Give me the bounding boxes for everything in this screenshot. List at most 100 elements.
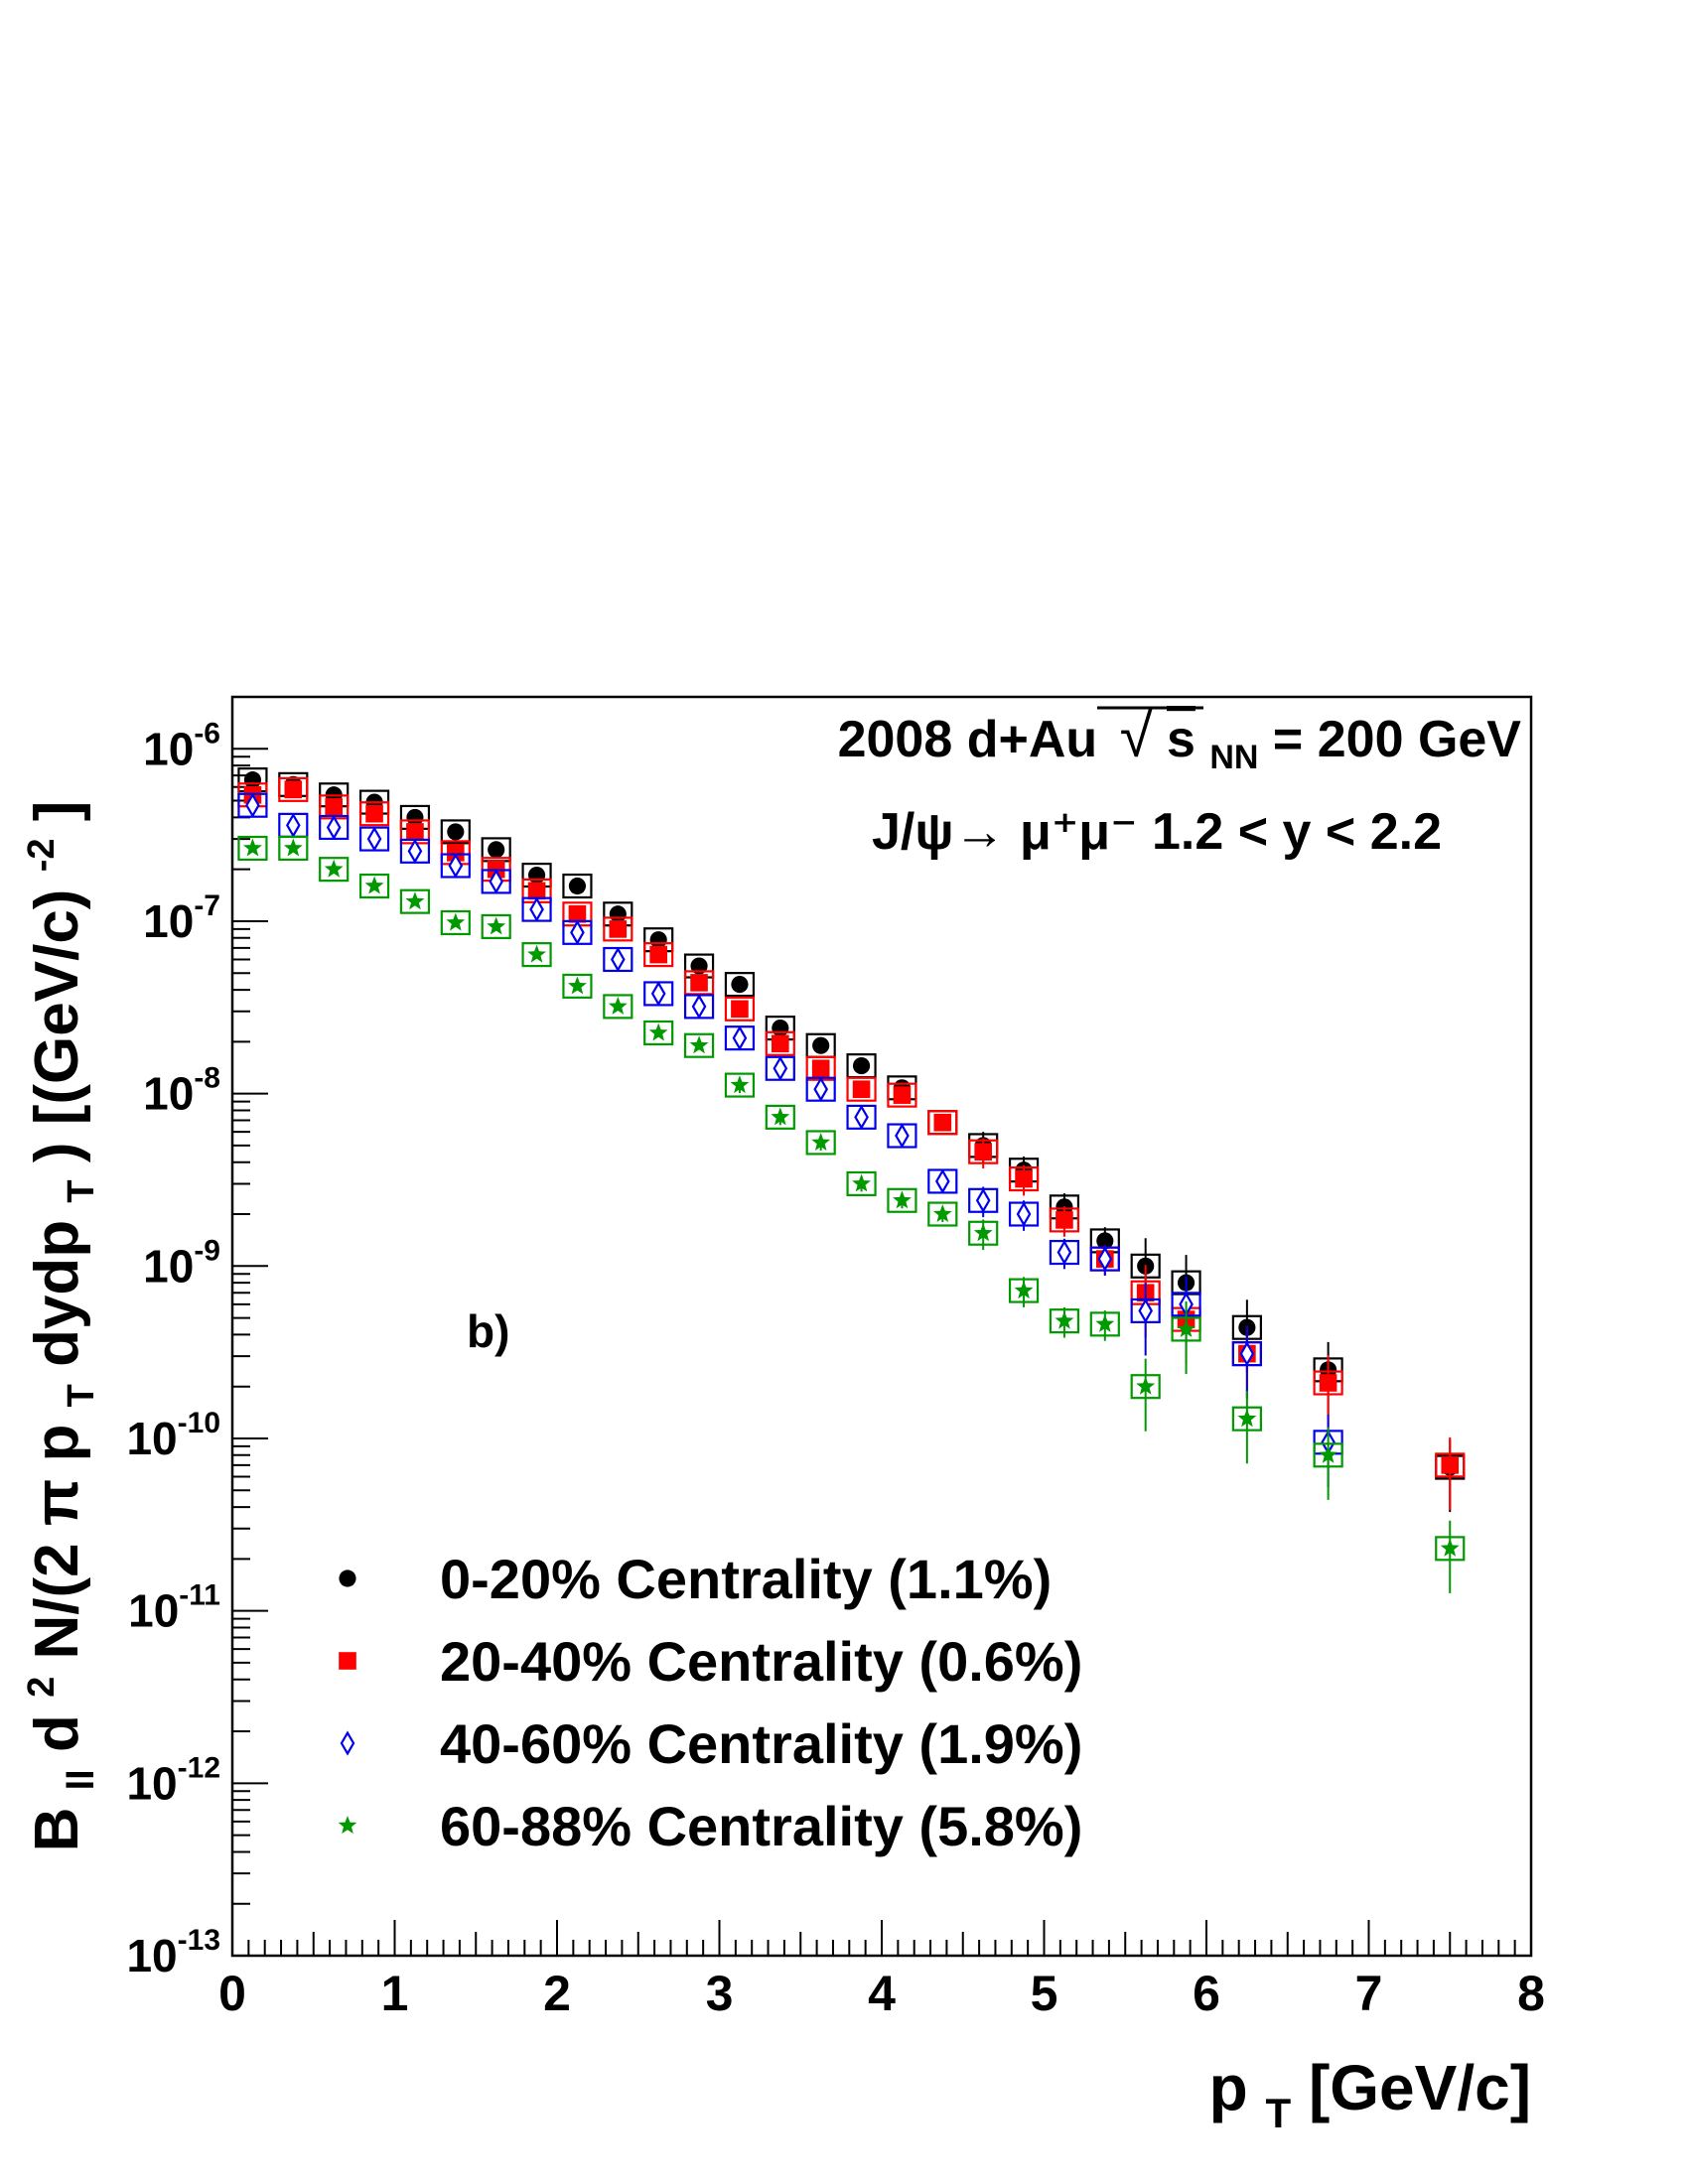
- data-point: [731, 976, 749, 994]
- data-series: [237, 767, 1466, 1593]
- data-point: [772, 1020, 789, 1037]
- data-point: [407, 838, 423, 864]
- y-label-mid2: dydp: [23, 1220, 91, 1367]
- y-tick-label: 10-11: [128, 1579, 220, 1637]
- systematic-box: [765, 1104, 795, 1130]
- y-label-d: d: [23, 1714, 91, 1752]
- x-axis-label: p T [GeV/c]: [1209, 2052, 1531, 2141]
- data-point: [447, 823, 465, 841]
- legend-label: 20-40% Centrality (0.6%): [440, 1630, 1082, 1693]
- systematic-box: [399, 888, 431, 914]
- y-axis-label: B ll d 2 N/(2 π p T dydp T ) [(GeV/c) -2…: [0, 801, 107, 1852]
- data-point: [689, 1035, 709, 1054]
- systematic-box: [562, 973, 593, 999]
- systematic-box: [481, 913, 511, 939]
- systematic-box: [643, 1020, 674, 1046]
- systematic-box: [521, 942, 552, 968]
- data-point: [893, 1086, 912, 1104]
- data-point: [283, 838, 303, 857]
- series-4: [237, 835, 1466, 1593]
- sqrt-symbol: √: [1120, 703, 1153, 769]
- data-point: [405, 891, 425, 910]
- data-point: [1239, 1340, 1255, 1367]
- data-point: [772, 1034, 789, 1053]
- data-point: [364, 876, 384, 894]
- data-point: [1015, 1169, 1033, 1188]
- systematic-box: [440, 819, 471, 845]
- data-point: [406, 808, 424, 826]
- data-point: [932, 1204, 952, 1222]
- data-point: [1441, 1456, 1460, 1474]
- data-point: [1138, 1297, 1154, 1324]
- data-point: [1096, 1232, 1114, 1250]
- systematic-box: [724, 972, 756, 998]
- axis-ticks: [231, 696, 1532, 1957]
- systematic-box: [846, 1170, 877, 1197]
- y-label-b: B: [23, 1808, 91, 1852]
- data-point: [893, 1190, 912, 1209]
- data-point: [447, 844, 465, 862]
- data-point: [366, 826, 382, 852]
- legend: 0-20% Centrality (1.1%) 20-40% Centrality…: [338, 1548, 1082, 1857]
- data-point: [731, 1000, 749, 1019]
- data-point: [1055, 1211, 1073, 1229]
- data-point: [895, 1123, 910, 1149]
- systematic-box: [927, 1201, 958, 1227]
- data-point: [285, 812, 301, 838]
- systematic-box: [805, 1130, 836, 1156]
- data-point: [852, 1057, 871, 1075]
- data-point: [852, 1080, 871, 1099]
- data-point: [1095, 1314, 1115, 1332]
- legend-label: 40-60% Centrality (1.9%): [440, 1712, 1082, 1775]
- data-point: [934, 1168, 950, 1194]
- y-tick-label: 10-7: [143, 889, 220, 947]
- data-point: [852, 1173, 871, 1192]
- data-point: [732, 1025, 748, 1051]
- systematic-box: [440, 909, 471, 936]
- systematic-box: [358, 873, 390, 899]
- x-tick-label: 1: [381, 1966, 409, 2021]
- data-point: [1014, 1281, 1034, 1299]
- data-point: [1056, 1239, 1072, 1266]
- data-point: [448, 853, 464, 879]
- systematic-box: [724, 1072, 756, 1098]
- data-point: [243, 838, 262, 857]
- x-tick-label: 6: [1193, 1966, 1220, 2021]
- systematic-box: [319, 857, 350, 883]
- data-point: [488, 841, 505, 859]
- data-point: [811, 1059, 830, 1078]
- title-nn-sub: NN: [1209, 739, 1258, 776]
- x-tick-labels: 0 1 2 3 4 5 6 7 8: [218, 1966, 1545, 2021]
- systematic-box: [278, 776, 309, 802]
- data-point: [570, 919, 585, 945]
- data-point: [811, 1133, 831, 1151]
- data-point: [650, 981, 666, 1007]
- data-point: [649, 931, 667, 949]
- y-tick-label: 10-6: [143, 717, 220, 774]
- systematic-box: [603, 994, 633, 1020]
- data-point: [527, 944, 546, 963]
- data-point: [691, 994, 707, 1020]
- x-label-main: p: [1209, 2052, 1248, 2123]
- title-line1-suffix: = 200 GeV: [1273, 711, 1521, 768]
- y-label-b-sub: ll: [61, 1769, 102, 1790]
- data-point: [1055, 1310, 1074, 1329]
- data-point: [812, 1036, 830, 1054]
- systematic-box: [765, 1030, 795, 1056]
- data-point: [933, 1113, 952, 1132]
- data-point: [771, 1107, 790, 1126]
- data-point: [1440, 1538, 1460, 1557]
- y-label-close: ]: [23, 801, 91, 822]
- data-point: [1136, 1376, 1156, 1395]
- data-point: [813, 1076, 829, 1102]
- data-point: [974, 1143, 992, 1160]
- chart-title-line1: 2008 d+Au √ s NN = 200 GeV: [838, 703, 1522, 780]
- data-point: [610, 946, 626, 973]
- y-tick-label: 10-13: [126, 1924, 220, 1981]
- x-tick-label: 3: [706, 1966, 734, 2021]
- systematic-box: [603, 916, 633, 942]
- x-tick-label: 0: [218, 1966, 246, 2021]
- systematic-box: [887, 1082, 917, 1108]
- data-point: [648, 1023, 668, 1041]
